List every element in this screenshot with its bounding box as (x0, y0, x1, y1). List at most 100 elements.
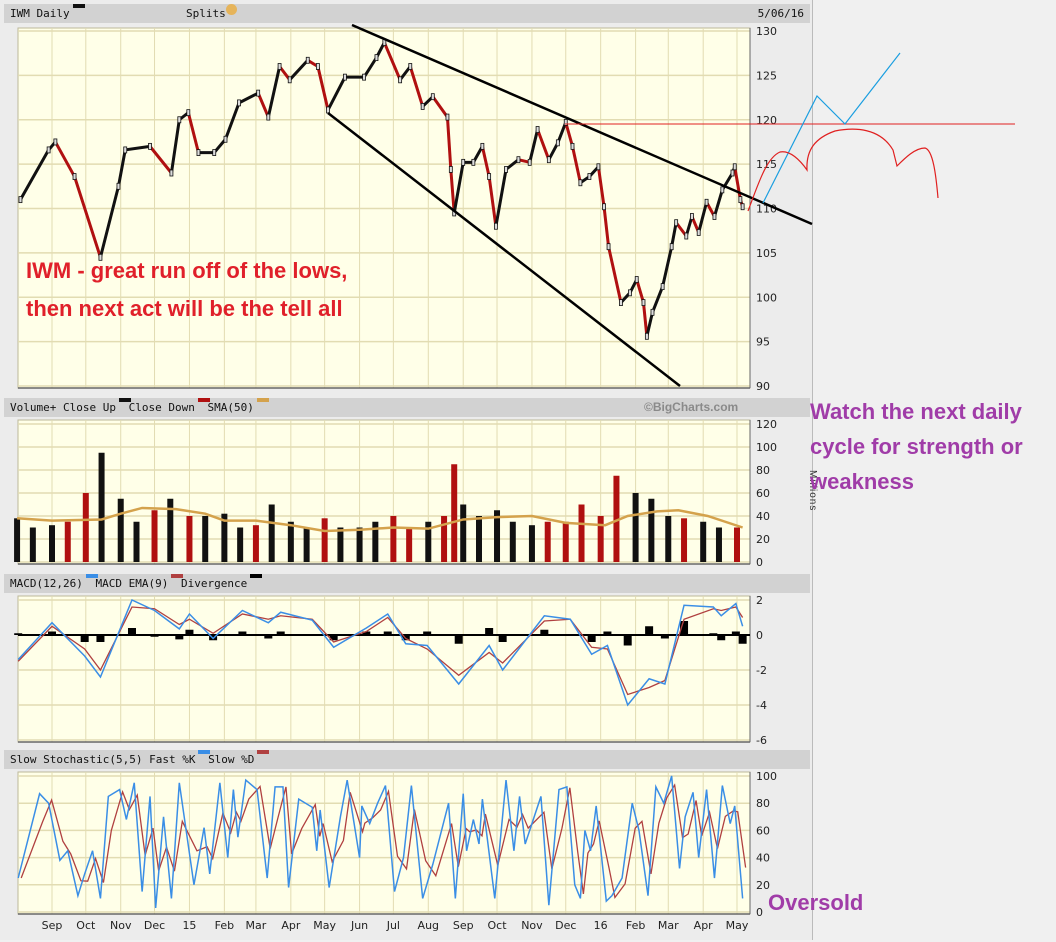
price-segment (449, 167, 456, 215)
divergence-bar (660, 635, 669, 639)
splits-label[interactable]: Splits (186, 4, 237, 23)
price-segment (712, 188, 724, 218)
divergence-swatch-icon (250, 574, 263, 578)
x-tick-label: Oct (488, 919, 508, 932)
volume-bar (49, 525, 55, 562)
volume-bar (562, 521, 569, 562)
price-candle (690, 213, 694, 220)
price-segment (602, 205, 611, 249)
line-swatch-icon (72, 4, 85, 8)
price-candle (732, 163, 737, 171)
price-candle (720, 186, 725, 194)
x-tick-label: Oct (76, 919, 96, 932)
stochastic-legend: Slow Stochastic(5,5) Fast %K Slow %D (10, 750, 270, 769)
price-candle (730, 169, 735, 177)
volume-bar (544, 521, 551, 562)
volume-bar (425, 521, 432, 562)
volume-bar (733, 527, 740, 562)
price-candle (169, 169, 174, 177)
stochastic-panel-header: Slow Stochastic(5,5) Fast %K Slow %D (4, 750, 810, 769)
price-candle (53, 138, 58, 146)
volume-bar (14, 518, 21, 562)
price-segment (73, 175, 102, 259)
x-tick-label: Apr (281, 919, 301, 932)
y-tick-label: 125 (756, 69, 777, 82)
price-segment (169, 118, 181, 175)
price-segment (266, 65, 282, 119)
price-candle (602, 203, 606, 211)
y-tick-label: -4 (756, 699, 767, 712)
annotation-oversold: Oversold (768, 890, 864, 915)
price-segment (556, 120, 568, 145)
price-segment (607, 245, 623, 305)
divergence-bar (717, 635, 726, 641)
panel-3: 0 20 40 60 80 100 (17, 770, 777, 919)
y-tick-label: -2 (756, 664, 767, 677)
price-candle (740, 203, 745, 211)
price-candle (546, 156, 551, 164)
divergence-bar (423, 631, 432, 635)
price-candle (471, 158, 476, 166)
price-candle (186, 109, 191, 117)
price-candle (177, 116, 182, 124)
volume-bar (186, 516, 193, 562)
divergence-bar (383, 631, 392, 635)
price-candle (196, 149, 201, 156)
x-tick-label: May (313, 919, 336, 932)
divergence-bar (454, 635, 463, 644)
price-candle (516, 156, 521, 164)
ema-swatch-icon (171, 574, 184, 578)
y-tick-label: 130 (756, 25, 777, 38)
price-segment (494, 167, 508, 228)
x-tick-label: Dec (144, 919, 165, 932)
x-tick-label: Mar (246, 919, 267, 932)
price-candle (448, 166, 453, 173)
price-candle (18, 196, 23, 204)
price-candle (684, 232, 689, 240)
divergence-bar (587, 635, 596, 642)
divergence-bar (127, 628, 136, 635)
y-tick-label: 20 (756, 879, 770, 892)
price-candle (420, 103, 425, 110)
divergence-bar (276, 631, 285, 635)
volume-bar (303, 527, 310, 562)
divergence-bar (645, 626, 654, 635)
price-candle (326, 106, 330, 114)
y-tick-label: 0 (756, 629, 763, 642)
volume-bar (528, 525, 535, 562)
x-tick-label: Jun (350, 919, 368, 932)
volume-bar (268, 504, 275, 562)
splits-icon[interactable] (225, 4, 237, 15)
price-segment (635, 278, 645, 305)
volume-bar (287, 521, 294, 562)
x-tick-label: Dec (555, 919, 576, 932)
price-candle (374, 54, 379, 62)
sma-swatch-icon (256, 398, 269, 402)
y-tick-label: 0 (756, 556, 763, 569)
price-segment (528, 128, 540, 164)
y-tick-label: 120 (756, 418, 777, 431)
price-candle (315, 63, 320, 70)
price-candle (123, 146, 128, 154)
price-segment (237, 91, 260, 105)
price-segment (326, 75, 347, 112)
y-tick-label: 80 (756, 464, 770, 477)
price-segment (316, 65, 330, 112)
y-tick-label: 100 (756, 770, 777, 783)
price-segment (382, 41, 402, 82)
macd-legend: MACD(12,26) MACD EMA(9) Divergence (10, 574, 263, 593)
volume-legend: Volume+ Close Up Close Down SMA(50) (10, 398, 269, 417)
price-candle (606, 243, 611, 251)
price-segment (733, 165, 742, 202)
volume-bar (494, 510, 501, 562)
symbol-label: IWM Daily (10, 4, 85, 23)
volume-bar (372, 521, 379, 562)
price-segment (224, 101, 241, 141)
sma50-line (16, 506, 744, 533)
volume-bar (82, 493, 89, 562)
price-segment (98, 184, 120, 259)
price-segment (362, 56, 378, 79)
macd-panel-header: MACD(12,26) MACD EMA(9) Divergence (4, 574, 810, 593)
